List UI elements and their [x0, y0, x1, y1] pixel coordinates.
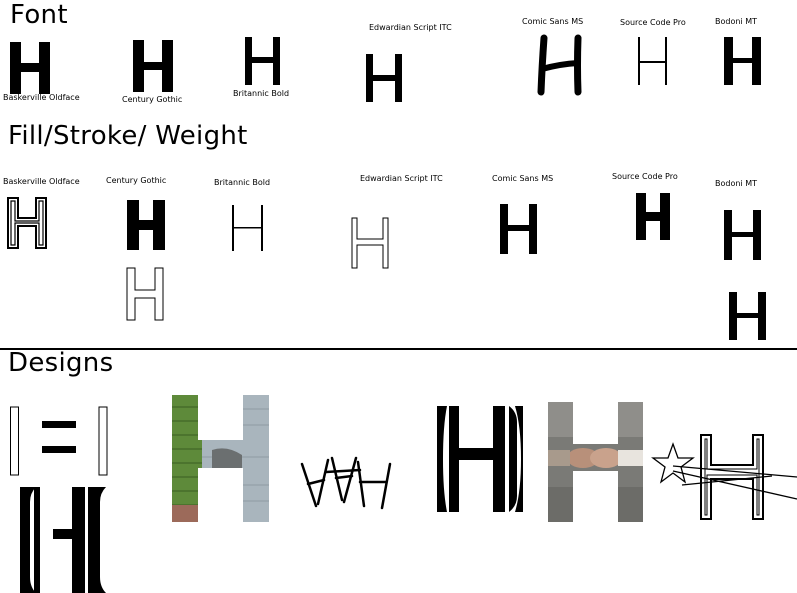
letter-h-britannic	[245, 37, 280, 85]
letter-h-baskerville	[10, 42, 50, 94]
letter-h-bodoni	[724, 37, 761, 85]
letter-h-outline-century-gothic	[126, 267, 164, 321]
fsw-label-bodoni: Bodoni MT	[715, 179, 757, 188]
design-h-photo-fistbump	[548, 402, 643, 522]
font-label-source-code: Source Code Pro	[620, 18, 686, 27]
letter-h-bodoni-weight-1	[724, 210, 761, 260]
design-h-brick-texture	[172, 395, 269, 522]
letter-h-bold-century-gothic	[127, 200, 165, 250]
design-h-star-slash	[651, 434, 797, 520]
letter-h-bold-source-code	[636, 193, 670, 240]
section-heading-font: Font	[10, 0, 68, 30]
fsw-label-edwardian: Edwardian Script ITC	[360, 174, 443, 183]
font-label-comic-sans: Comic Sans MS	[522, 17, 584, 26]
fsw-label-century-gothic: Century Gothic	[106, 176, 167, 185]
letter-h-thin-britannic	[232, 205, 263, 251]
design-h-linked-strokes	[300, 456, 392, 510]
letter-h-outline-edwardian	[351, 217, 389, 269]
section-heading-designs: Designs	[8, 348, 114, 378]
letter-h-comic-sans-weight	[500, 204, 537, 254]
section-heading-fill-stroke: Fill/Stroke/ Weight	[8, 121, 248, 151]
section-divider	[0, 348, 797, 350]
font-label-edwardian: Edwardian Script ITC	[369, 23, 452, 32]
fsw-label-source-code: Source Code Pro	[612, 172, 678, 181]
design-h-bracket	[20, 487, 106, 593]
letter-h-outline-baskerville	[7, 197, 47, 249]
letter-h-edwardian	[366, 54, 402, 102]
letter-h-comic-sans	[537, 34, 582, 96]
fsw-label-comic-sans: Comic Sans MS	[492, 174, 554, 183]
font-label-baskerville: Baskerville Oldface	[3, 93, 80, 102]
letter-h-century-gothic	[133, 40, 173, 92]
fsw-label-baskerville: Baskerville Oldface	[3, 177, 80, 186]
letter-h-source-code	[638, 37, 667, 85]
design-h-split-outline	[10, 406, 108, 476]
letter-h-bodoni-weight-2	[729, 292, 766, 340]
fsw-label-britannic: Britannic Bold	[214, 178, 271, 187]
font-label-century-gothic: Century Gothic	[122, 95, 183, 104]
font-label-bodoni: Bodoni MT	[715, 17, 757, 26]
design-h-pillars	[437, 406, 523, 512]
font-label-britannic: Britannic Bold	[233, 89, 290, 98]
